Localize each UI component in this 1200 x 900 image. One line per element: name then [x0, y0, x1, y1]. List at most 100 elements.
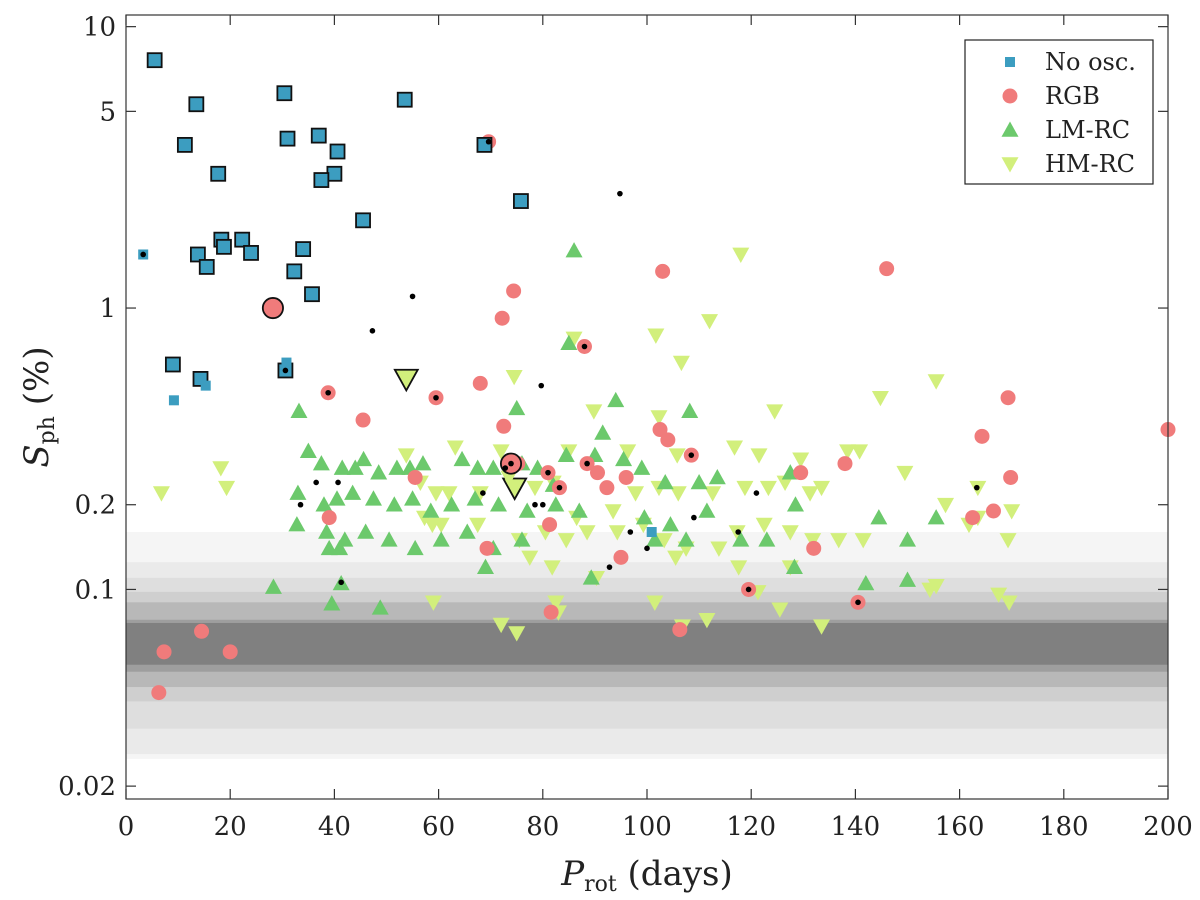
hm-rc-point [492, 617, 510, 634]
lm-rc-point [328, 490, 346, 506]
rgb-point [494, 310, 510, 326]
x-tick-label: 20 [214, 812, 247, 842]
no-osc-point [329, 143, 346, 160]
x-axis: 0 20 40 60 80 100 120 140 160 180 200 [118, 15, 1193, 842]
hm-rc-point [871, 390, 889, 407]
legend-marker-rgb [1002, 88, 1018, 104]
marker-dot [335, 479, 341, 486]
noise-bands [126, 531, 1168, 759]
no-osc-point [168, 395, 179, 406]
lm-rc-point [490, 496, 508, 512]
hm-rc-point [446, 440, 464, 456]
lm-rc-point [633, 459, 651, 475]
hm-rc-point [500, 470, 518, 486]
marker-dot [502, 465, 509, 471]
lm-rc-point [370, 464, 388, 480]
hm-rc-point [397, 448, 415, 464]
lm-rc-point [315, 496, 333, 512]
lm-rc-point [264, 578, 282, 594]
hm-rc-point [655, 533, 673, 549]
no-osc-point [355, 212, 371, 229]
lm-rc-point [344, 484, 362, 500]
lm-rc-point [469, 459, 487, 475]
hm-rc-point [424, 595, 442, 611]
data-points [138, 52, 1176, 701]
no-osc-point [189, 246, 206, 263]
hm-rc-point [608, 525, 626, 541]
y-axis-label: Sph (%) [17, 346, 60, 467]
rgb-point [806, 540, 822, 556]
hm-rc-point [526, 480, 544, 497]
legend-box [964, 39, 1154, 185]
no-osc-point [200, 380, 211, 391]
lm-rc-point [406, 539, 424, 556]
hm-rc-point [218, 480, 236, 497]
lm-rc-point [927, 509, 945, 525]
hm-rc-point [771, 602, 789, 618]
lm-rc-point [312, 455, 330, 471]
hm-rc-point [804, 533, 822, 549]
marker-dot [973, 484, 980, 491]
hm-rc-point [604, 504, 622, 520]
lm-rc-point [615, 450, 633, 467]
no-osc-point [164, 356, 181, 373]
lm-rc-point [518, 502, 536, 518]
lm-rc-point [786, 496, 804, 512]
rgb-point [879, 261, 895, 277]
marker-dot [644, 545, 650, 552]
no-osc-point [176, 136, 193, 153]
rgb-point-dot [508, 460, 514, 467]
lm-rc-point [318, 523, 336, 539]
marker-dot [538, 382, 545, 389]
rgb-point-dot [745, 586, 752, 593]
no-osc-point-dot [140, 251, 146, 258]
lm-rc-point [414, 455, 432, 471]
marker-dot [338, 579, 344, 586]
rgb-point [613, 549, 629, 565]
rgb-point [472, 375, 488, 391]
hm-rc-point [776, 475, 794, 491]
legend-label-no-osc: No osc. [1045, 48, 1136, 76]
rgb-point [965, 510, 981, 526]
lm-rc-point [698, 502, 716, 518]
lm-rc-point [484, 459, 502, 475]
lm-rc-point [364, 490, 382, 506]
hm-rc-point [619, 444, 637, 460]
hm-rc-point [813, 619, 831, 635]
legend-marker-hm-rc [1001, 157, 1019, 173]
rgb-point [837, 456, 853, 472]
lm-rc-point [547, 496, 565, 512]
rgb-point [652, 422, 668, 438]
rgb-point [321, 510, 337, 526]
rgb-point-dot [855, 599, 861, 606]
hm-rc-point [732, 247, 750, 263]
rgb-point [599, 480, 615, 496]
lm-rc-point [785, 558, 803, 574]
marker-dot [753, 490, 760, 496]
hm-rc-point [999, 533, 1017, 549]
hm-rc-point [781, 525, 799, 541]
hm-rc-point [710, 541, 728, 557]
lm-rc-point [899, 531, 916, 547]
hm-rc-point [505, 369, 523, 386]
rgb-point-dot [325, 389, 331, 396]
y-tick-label: 0.1 [75, 575, 116, 605]
rgb-point-dot [545, 469, 551, 476]
marker-dot [540, 501, 546, 508]
marker-dot [480, 490, 486, 496]
lm-rc-point [458, 523, 476, 539]
lm-rc-point [289, 484, 307, 500]
hm-rc-point [547, 595, 565, 611]
lm-rc-point [758, 531, 776, 547]
lm-rc-point [388, 459, 406, 475]
lm-rc-point [557, 446, 575, 462]
rgb-point [985, 503, 1001, 519]
hm-rc-point [578, 525, 596, 541]
rgb-point-dot [433, 394, 439, 401]
lm-rc-point [732, 531, 750, 547]
rgb-point [655, 263, 671, 279]
x-tick-label: 120 [726, 812, 776, 842]
legend-marker-lm-rc [1001, 121, 1019, 137]
no-osc-point [513, 193, 529, 209]
y-tick-label: 5 [99, 97, 116, 127]
